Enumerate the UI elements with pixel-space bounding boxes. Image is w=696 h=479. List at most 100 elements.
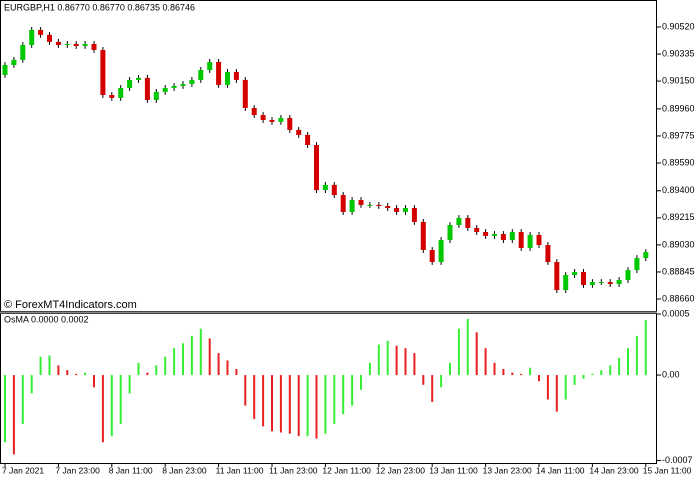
histogram-bar	[422, 375, 425, 385]
candle-body	[394, 208, 400, 212]
histogram-bar	[573, 375, 576, 385]
candle-body	[180, 84, 186, 86]
histogram-bar	[173, 348, 176, 376]
histogram-bar	[342, 375, 345, 415]
candle-body	[82, 43, 88, 46]
histogram-bar	[12, 375, 15, 455]
histogram-bar	[39, 356, 42, 376]
y-tick-label: -0.0007	[662, 455, 693, 465]
x-tick-label: 13 Jan 23:00	[483, 465, 532, 475]
candle-body	[251, 108, 257, 116]
histogram-bar	[297, 375, 300, 437]
candle-body	[545, 245, 551, 263]
x-tick-label: 7 Jan 23:00	[55, 465, 100, 475]
candle-body	[260, 115, 266, 120]
candle-body	[278, 117, 284, 122]
indicator-title: OsMA 0.0000 0.0002	[4, 314, 89, 324]
histogram-bar	[368, 362, 371, 376]
x-tick-label: 8 Jan 23:00	[162, 465, 207, 475]
histogram-bar	[21, 375, 24, 424]
histogram-bar	[538, 375, 540, 382]
histogram-bar	[155, 365, 158, 376]
x-tick-label: 14 Jan 23:00	[589, 465, 638, 475]
histogram-bar	[101, 375, 104, 443]
candle-body	[38, 29, 44, 35]
candle-body	[198, 69, 204, 80]
histogram-bar	[57, 365, 60, 376]
histogram-bar	[351, 375, 354, 406]
histogram-bar	[457, 328, 460, 376]
y-tick-label: 0.89400	[662, 185, 695, 195]
candle-body	[269, 119, 275, 122]
histogram-bar	[4, 375, 6, 443]
candle-body	[153, 91, 159, 100]
candle-body	[216, 61, 222, 85]
candle-body	[385, 205, 391, 209]
candle-body	[518, 232, 524, 248]
candle-body	[144, 77, 150, 100]
histogram-bar	[244, 375, 247, 406]
candle-body	[527, 234, 533, 248]
histogram-bar	[262, 375, 265, 427]
candle-body	[536, 234, 542, 246]
candle-body	[572, 271, 578, 276]
y-tick-label: 0.89590	[662, 157, 695, 167]
candle-body	[55, 41, 61, 45]
histogram-bar	[644, 320, 647, 376]
histogram-bar	[199, 328, 202, 376]
histogram-bar	[466, 318, 469, 376]
y-tick-label: 0.88845	[662, 266, 695, 276]
histogram-bar	[484, 348, 487, 376]
candle-body	[207, 61, 213, 70]
histogram-bar	[208, 338, 211, 376]
candle-body	[429, 250, 435, 263]
candle-body	[340, 195, 346, 212]
candle-body	[607, 282, 613, 285]
x-tick-label: 14 Jan 11:00	[536, 465, 585, 475]
candle-body	[242, 79, 248, 109]
candle-body	[509, 232, 515, 241]
histogram-bar	[271, 375, 273, 432]
histogram-bar	[48, 355, 51, 376]
histogram-bar	[279, 375, 282, 433]
histogram-bar	[564, 375, 567, 400]
candle-body	[73, 43, 79, 46]
histogram-bar	[377, 344, 380, 376]
histogram-bar	[440, 375, 443, 388]
histogram-bar	[546, 375, 549, 400]
candle-body	[598, 282, 604, 284]
candle-body	[314, 145, 319, 191]
histogram-bar	[591, 373, 594, 376]
candle-body	[136, 77, 141, 80]
candle-body	[554, 262, 560, 291]
histogram-bar	[431, 375, 434, 402]
candle-body	[287, 117, 293, 130]
chart-title: EURGBP,H1 0.86770 0.86770 0.86735 0.8674…	[4, 2, 195, 12]
histogram-bar	[502, 368, 505, 376]
candle-body	[305, 134, 311, 146]
histogram-bar	[190, 335, 193, 376]
histogram-bar	[333, 375, 336, 424]
histogram-bar	[520, 373, 523, 376]
x-tick-label: 15 Jan 11:00	[643, 465, 692, 475]
candle-body	[474, 227, 480, 233]
y-tick-label: 0.00	[662, 369, 680, 379]
candle-body	[322, 184, 328, 191]
candle-body	[64, 43, 70, 45]
candle-body	[634, 258, 640, 271]
histogram-bar	[306, 375, 309, 437]
histogram-bar	[404, 348, 407, 376]
candle-body	[625, 270, 631, 280]
candle-body	[643, 252, 649, 259]
annotation: © ForexMT4Indicators.com	[4, 299, 137, 311]
x-tick-label: 7 Jan 2021	[2, 465, 44, 475]
candle-body	[465, 217, 471, 228]
x-tick-label: 13 Jan 11:00	[429, 465, 478, 475]
histogram-bar	[582, 375, 585, 379]
histogram-bar	[324, 375, 327, 434]
candle-body	[296, 129, 302, 135]
candle-body	[376, 204, 382, 206]
histogram-bar	[529, 367, 532, 376]
